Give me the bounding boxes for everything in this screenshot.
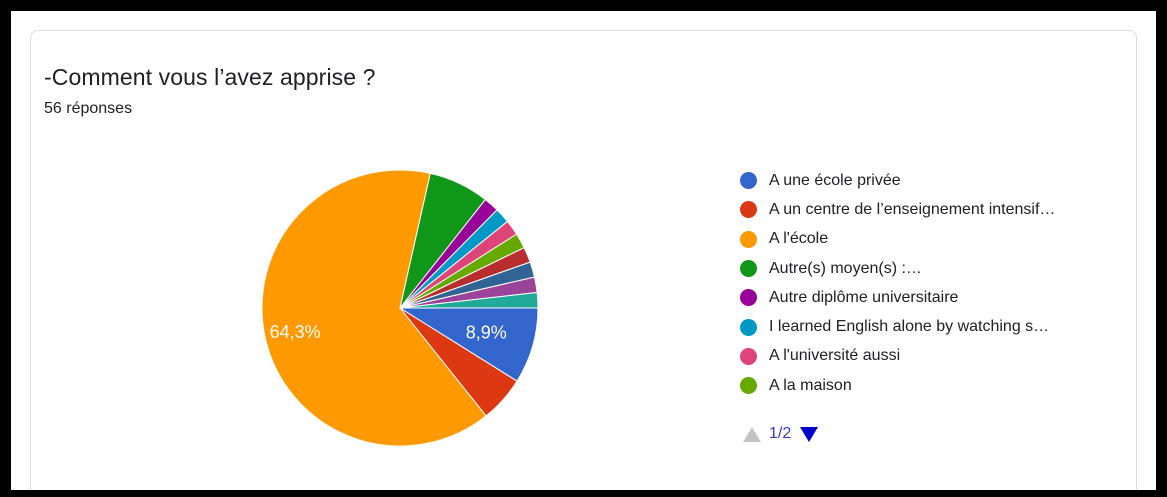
legend-item[interactable]: I learned English alone by watching s… [740, 312, 1120, 341]
pie-chart: 8,9% 64,3% [252, 160, 548, 456]
pie-slice[interactable] [399, 291, 539, 309]
legend-color-icon [740, 172, 757, 190]
legend-pager: 1/2 [743, 425, 819, 443]
pie-slice[interactable] [261, 169, 487, 447]
pie-slice-label: 8,9% [466, 323, 507, 343]
legend-color-icon [740, 318, 757, 336]
legend-label: A la maison [769, 376, 852, 394]
previous-page-icon[interactable] [743, 426, 761, 442]
legend-item[interactable]: Autre diplôme universitaire [740, 283, 1120, 312]
legend-color-icon [740, 289, 757, 307]
legend-label: Autre(s) moyen(s) :… [769, 259, 922, 277]
legend-item[interactable]: A la maison [740, 371, 1120, 400]
legend-item[interactable]: A l'université aussi [740, 342, 1120, 371]
pie-chart-svg: 8,9% 64,3% [261, 169, 539, 447]
legend-item[interactable]: A un centre de l’enseignement intensif… [740, 195, 1120, 224]
legend-label: A l'université aussi [769, 347, 901, 365]
question-title: -Comment vous l’avez apprise ? [44, 64, 376, 90]
legend-color-icon [740, 260, 757, 278]
pie-slice-label: 64,3% [270, 322, 321, 342]
legend-page-indicator: 1/2 [769, 425, 792, 442]
next-page-icon[interactable] [800, 426, 819, 442]
legend-label: A un centre de l’enseignement intensif… [769, 200, 1056, 218]
legend-color-icon [740, 230, 757, 248]
legend-label: A l'école [769, 230, 829, 248]
response-count: 56 réponses [44, 100, 133, 117]
legend-item[interactable]: A l'école [740, 225, 1120, 254]
legend-color-icon [740, 377, 757, 395]
legend-item[interactable]: Autre(s) moyen(s) :… [740, 254, 1120, 283]
legend-item[interactable]: A une école privée [740, 166, 1120, 195]
legend-color-icon [740, 347, 757, 365]
question-card [30, 30, 1137, 490]
legend-label: I learned English alone by watching s… [769, 318, 1050, 336]
chart-legend: A une école privée A un centre de l’ensei… [740, 166, 1120, 400]
legend-label: Autre diplôme universitaire [769, 288, 959, 306]
legend-label: A une école privée [769, 171, 901, 189]
legend-color-icon [740, 201, 757, 219]
